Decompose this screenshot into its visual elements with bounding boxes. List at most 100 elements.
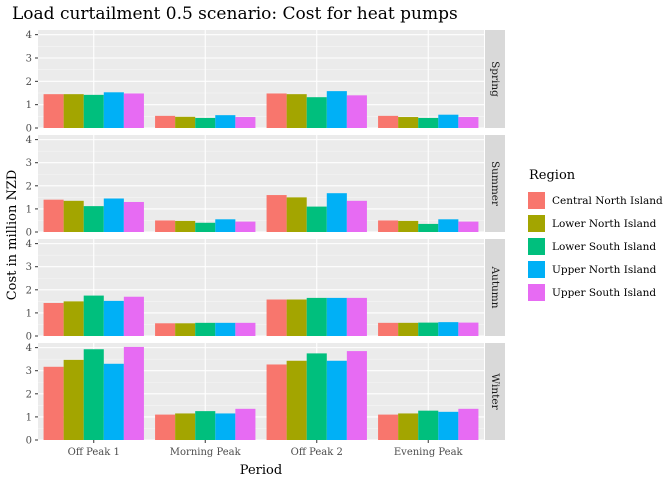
x-tick-label: Evening Peak — [394, 447, 464, 458]
legend-swatch — [527, 283, 546, 302]
bar — [306, 97, 327, 128]
bar — [103, 300, 124, 336]
bar — [326, 360, 347, 440]
bar — [123, 93, 144, 128]
legend-swatch — [527, 237, 546, 256]
facet-strip — [485, 343, 505, 440]
y-tick-label: 4 — [26, 30, 32, 41]
y-tick-label: 0 — [26, 228, 32, 239]
bar — [235, 408, 256, 440]
bar — [286, 94, 307, 128]
bar — [175, 116, 196, 128]
bar — [43, 302, 64, 336]
bar — [458, 408, 479, 440]
bar — [378, 115, 399, 128]
facet-strip-label: Autumn — [489, 265, 501, 308]
legend-swatch — [527, 260, 546, 279]
bar — [155, 220, 176, 232]
y-tick-label: 4 — [26, 343, 32, 354]
bar — [418, 322, 439, 336]
bar — [326, 297, 347, 336]
bar — [235, 322, 256, 336]
bar — [346, 200, 367, 232]
bar — [215, 413, 236, 440]
bar — [83, 349, 104, 440]
bar — [123, 346, 144, 440]
bar — [458, 117, 479, 128]
y-tick-label: 2 — [26, 285, 32, 296]
bar — [63, 200, 84, 232]
bar — [306, 206, 327, 232]
facet-strip-label: Summer — [489, 161, 501, 207]
facet-strip — [485, 239, 505, 336]
bar — [235, 221, 256, 232]
legend-label: Central North Island — [552, 194, 663, 207]
bar — [438, 322, 459, 336]
bar — [83, 94, 104, 128]
y-tick-label: 0 — [26, 436, 32, 447]
y-tick-label: 0 — [26, 332, 32, 343]
y-tick-label: 3 — [26, 158, 32, 169]
y-tick-label: 0 — [26, 124, 32, 135]
bar — [378, 414, 399, 440]
bar — [63, 301, 84, 336]
y-tick-label: 1 — [26, 100, 32, 111]
y-tick-label: 4 — [26, 239, 32, 250]
legend-swatch — [527, 191, 546, 210]
facet-strip — [485, 30, 505, 128]
bar — [235, 117, 256, 128]
bar — [418, 117, 439, 128]
facet-strip-label: Spring — [489, 61, 501, 97]
bar — [175, 413, 196, 440]
bar — [286, 299, 307, 336]
bar — [123, 201, 144, 232]
y-tick-label: 3 — [26, 262, 32, 273]
bar — [398, 117, 419, 128]
legend-item: Upper North Island — [527, 258, 667, 281]
bar — [155, 323, 176, 336]
bar — [418, 410, 439, 440]
legend-title: Region — [529, 168, 576, 183]
bar — [306, 297, 327, 336]
bar — [266, 364, 287, 440]
y-tick-label: 3 — [26, 54, 32, 65]
bar — [346, 351, 367, 440]
legend-swatch — [527, 214, 546, 233]
bar — [175, 220, 196, 232]
bar — [286, 360, 307, 440]
y-tick-label: 4 — [26, 135, 32, 146]
bar — [326, 193, 347, 232]
x-tick-label: Off Peak 2 — [291, 447, 343, 458]
bar — [83, 206, 104, 232]
bar — [215, 219, 236, 232]
y-tick-label: 2 — [26, 77, 32, 88]
facet-strip-label: Winter — [489, 373, 501, 410]
bar — [103, 198, 124, 232]
bar — [346, 95, 367, 128]
bar — [438, 114, 459, 128]
x-axis-title: Period — [240, 463, 282, 478]
y-axis-title: Cost in million NZD — [5, 170, 20, 301]
y-tick-label: 2 — [26, 389, 32, 400]
chart-title: Load curtailment 0.5 scenario: Cost for … — [12, 4, 458, 24]
bar — [103, 92, 124, 128]
bar — [195, 411, 216, 440]
bar — [398, 322, 419, 336]
bar — [418, 223, 439, 232]
bar — [398, 220, 419, 232]
y-tick-label: 1 — [26, 308, 32, 319]
bar — [215, 115, 236, 128]
bar — [195, 117, 216, 128]
bar — [43, 199, 64, 232]
bar — [398, 413, 419, 440]
bar — [215, 322, 236, 336]
y-tick-label: 2 — [26, 181, 32, 192]
x-tick-label: Off Peak 1 — [68, 447, 120, 458]
bar — [458, 322, 479, 336]
x-tick-label: Morning Peak — [170, 447, 242, 458]
bar — [103, 363, 124, 440]
legend-item: Upper South Island — [527, 281, 667, 304]
bar — [438, 219, 459, 232]
bar — [83, 295, 104, 336]
